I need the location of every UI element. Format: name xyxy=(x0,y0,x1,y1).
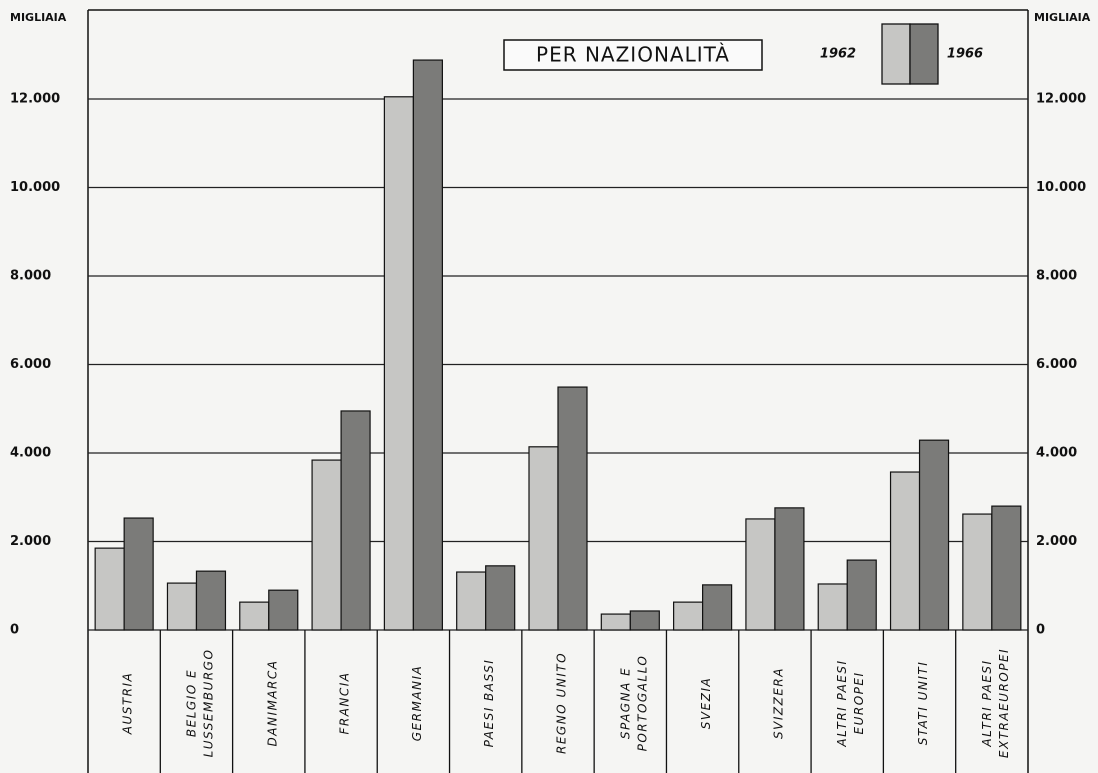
y-tick-label: 6.000 xyxy=(10,357,51,372)
x-tick-label: ALTRI PAESI xyxy=(980,659,994,747)
y2-tick-label: 10.000 xyxy=(1036,180,1086,195)
bar xyxy=(774,507,805,631)
y-tick-label: 8.000 xyxy=(10,269,51,284)
bar xyxy=(629,610,660,631)
bar xyxy=(889,471,921,631)
y2-tick-label: 4.000 xyxy=(1036,446,1077,461)
y-tick-label: 12.000 xyxy=(10,92,60,107)
bar xyxy=(412,59,443,631)
x-tick-label: SPAGNA E xyxy=(618,667,632,739)
bar xyxy=(528,446,559,631)
bar xyxy=(991,505,1022,631)
x-tick-label: PORTOGALLO xyxy=(635,655,649,752)
bar xyxy=(195,570,227,631)
bar xyxy=(600,613,631,631)
bar xyxy=(673,601,704,631)
x-tick-label: FRANCIA xyxy=(338,671,352,734)
x-tick-label: ALTRI PAESI xyxy=(835,659,849,747)
y2-tick-label: 12.000 xyxy=(1036,92,1086,107)
y-tick-label: 0 xyxy=(10,623,19,638)
legend-swatch xyxy=(881,23,911,85)
y2-tick-label: 2.000 xyxy=(1036,534,1077,549)
y-tick-label: 4.000 xyxy=(10,446,51,461)
y-axis-label: MIGLIAIA xyxy=(10,11,67,24)
y2-axis-label: MIGLIAIA xyxy=(1034,11,1091,24)
title-box xyxy=(503,39,763,71)
y2-tick-label: 6.000 xyxy=(1036,357,1077,372)
y2-tick-label: 0 xyxy=(1036,623,1045,638)
x-tick-label: STATI UNITI xyxy=(916,661,930,746)
bar xyxy=(918,439,950,631)
x-tick-label: DANIMARCA xyxy=(265,660,279,747)
bar xyxy=(846,559,877,631)
bar xyxy=(123,517,154,631)
legend-swatch xyxy=(909,23,939,85)
bar xyxy=(239,601,270,631)
bar xyxy=(311,459,342,631)
legend-label: 1962 xyxy=(820,47,856,62)
x-tick-label: EXTRAEUROPEI xyxy=(997,648,1011,758)
bar xyxy=(166,582,198,631)
bar xyxy=(745,518,776,631)
y2-tick-label: 8.000 xyxy=(1036,269,1077,284)
bar xyxy=(817,583,848,631)
chart-title: PER NAZIONALITÀ xyxy=(536,43,730,67)
y-tick-label: 10.000 xyxy=(10,180,60,195)
x-tick-label: EUROPEI xyxy=(852,671,866,734)
bar xyxy=(557,386,588,631)
bar xyxy=(383,96,414,631)
x-tick-label: SVIZZERA xyxy=(771,667,785,739)
x-tick-label: PAESI BASSI xyxy=(482,659,496,748)
x-tick-label: GERMANIA xyxy=(410,665,424,742)
bar xyxy=(94,547,125,631)
bar xyxy=(268,589,299,631)
bar xyxy=(456,571,487,631)
x-tick-label: BELGIO E xyxy=(184,669,198,737)
y-tick-label: 2.000 xyxy=(10,534,51,549)
bar xyxy=(485,565,516,631)
bar xyxy=(340,410,371,631)
x-tick-label: AUSTRIA xyxy=(121,672,135,736)
bar xyxy=(702,584,733,631)
bar xyxy=(962,513,993,631)
legend-label: 1966 xyxy=(947,47,983,62)
x-tick-label: REGNO UNITO xyxy=(555,652,569,754)
x-tick-label: SVEZIA xyxy=(699,677,713,729)
x-tick-label: LUSSEMBURGO xyxy=(201,649,215,758)
